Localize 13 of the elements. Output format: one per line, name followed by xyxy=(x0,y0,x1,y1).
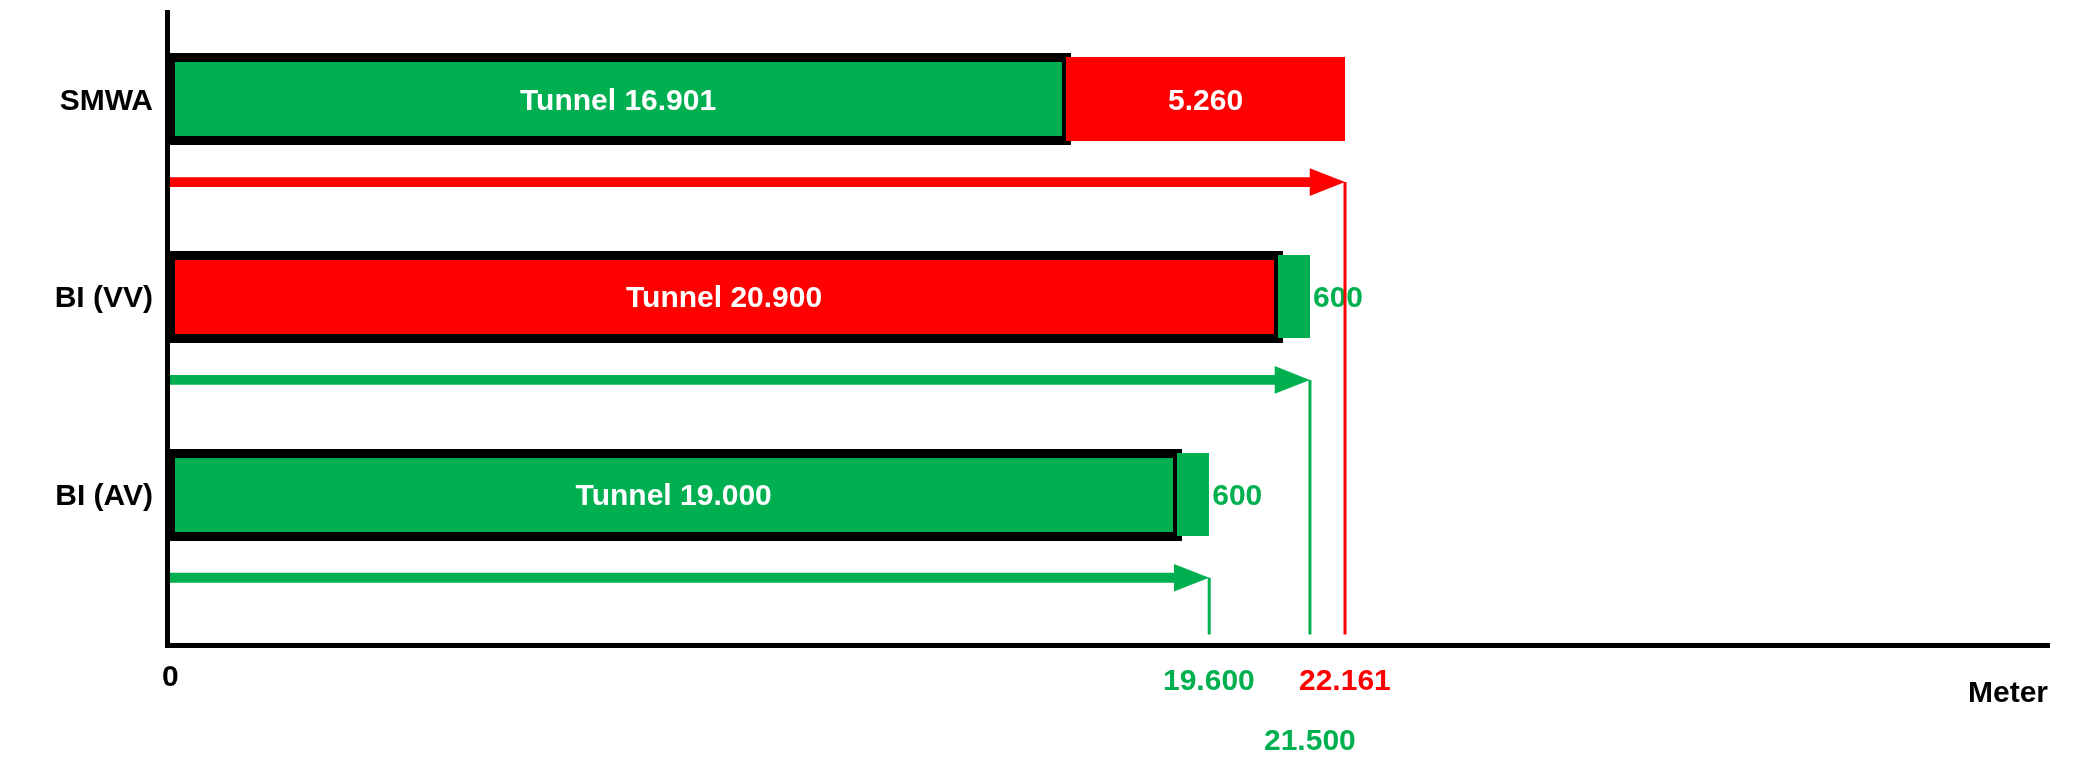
text: 21.500 xyxy=(1264,723,1356,756)
text: Meter xyxy=(1968,675,2049,708)
y-tick-label: BI (AV) xyxy=(55,478,153,512)
data-label: Tunnel 20.900 xyxy=(625,280,823,314)
y-tick-label: BI (VV) xyxy=(54,280,153,314)
text: 19.600 xyxy=(1163,663,1255,696)
text: 0 xyxy=(162,659,179,692)
data-label: 600 xyxy=(1212,478,1263,512)
y-tick-label: SMWA xyxy=(59,82,153,116)
data-label: Tunnel 16.901 xyxy=(519,82,717,116)
data-label: 5.260 xyxy=(1168,82,1244,116)
text: 22.161 xyxy=(1299,663,1391,696)
data-label: Tunnel 19.000 xyxy=(575,478,772,512)
